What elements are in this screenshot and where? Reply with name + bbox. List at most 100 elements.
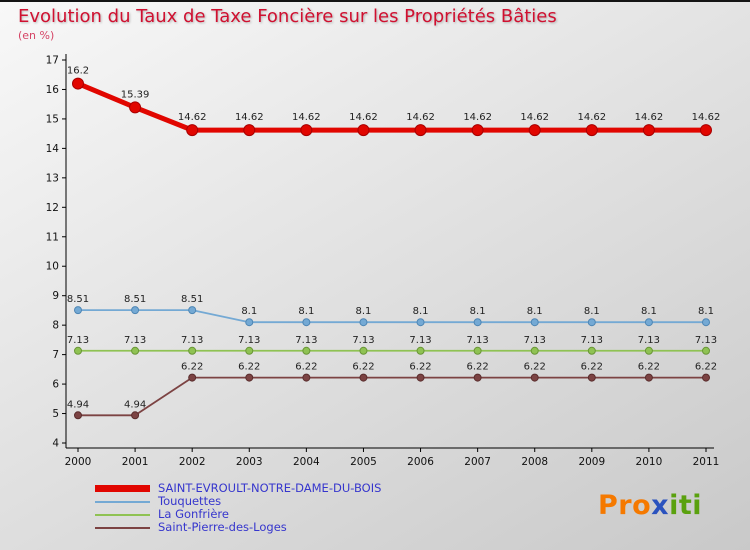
data-label-saint-evroult: 16.2 bbox=[67, 66, 89, 77]
data-label-saint-evroult: 14.62 bbox=[577, 112, 606, 123]
data-label-touquettes: 8.1 bbox=[470, 306, 486, 317]
data-point-saint-evroult bbox=[243, 124, 256, 137]
data-label-saint-pierre-des-loges: 6.22 bbox=[638, 362, 660, 373]
data-point-touquettes bbox=[702, 318, 710, 327]
data-point-la-gonfriere bbox=[473, 346, 482, 355]
data-point-saint-evroult bbox=[72, 77, 84, 90]
data-point-saint-pierre-des-loges bbox=[473, 373, 482, 382]
data-point-touquettes bbox=[245, 318, 254, 327]
data-label-la-gonfriere: 7.13 bbox=[524, 335, 546, 346]
x-tick-label: 2011 bbox=[693, 456, 720, 468]
data-label-touquettes: 8.1 bbox=[584, 306, 600, 317]
chart-subtitle: (en %) bbox=[18, 29, 55, 42]
top-edge-divider bbox=[0, 0, 750, 2]
y-tick-label: 4 bbox=[52, 438, 59, 450]
data-point-saint-evroult bbox=[300, 124, 313, 137]
data-point-saint-evroult bbox=[585, 124, 598, 137]
x-tick-label: 2006 bbox=[407, 456, 434, 468]
data-label-la-gonfriere: 7.13 bbox=[238, 335, 260, 346]
data-point-touquettes bbox=[359, 318, 368, 327]
legend-item-saint-evroult: SAINT-EVROULT-NOTRE-DAME-DU-BOIS bbox=[95, 482, 381, 494]
series-line-saint-pierre-des-loges bbox=[77, 376, 707, 417]
y-tick-label: 8 bbox=[52, 320, 59, 332]
data-label-saint-evroult: 14.62 bbox=[292, 112, 321, 123]
data-label-touquettes: 8.1 bbox=[527, 306, 543, 317]
x-tick-label: 2005 bbox=[350, 456, 377, 468]
line-chart: 4 5 6 7 8 9 10 11 12 13 14 15 16 17 2000 2001 2002 2003 20… bbox=[46, 54, 721, 468]
data-label-la-gonfriere: 7.13 bbox=[67, 335, 89, 346]
data-point-touquettes bbox=[587, 318, 596, 327]
legend-swatch-saint-evroult bbox=[95, 485, 150, 492]
y-tick-label: 7 bbox=[52, 349, 59, 361]
data-point-touquettes bbox=[188, 306, 197, 315]
chart-title: Evolution du Taux de Taxe Foncière sur l… bbox=[18, 6, 557, 27]
data-label-saint-evroult: 14.62 bbox=[349, 112, 378, 123]
data-label-touquettes: 8.51 bbox=[181, 294, 203, 305]
data-label-la-gonfriere: 7.13 bbox=[124, 335, 146, 346]
x-tick-label: 2001 bbox=[122, 456, 149, 468]
data-point-touquettes bbox=[302, 318, 311, 327]
y-tick-label: 6 bbox=[52, 379, 59, 391]
legend: SAINT-EVROULT-NOTRE-DAME-DU-BOIS Touquet… bbox=[95, 482, 381, 533]
y-tick-label: 15 bbox=[46, 113, 59, 125]
data-point-saint-evroult bbox=[129, 101, 142, 114]
x-tick-label: 2008 bbox=[521, 456, 548, 468]
data-point-saint-evroult bbox=[186, 124, 199, 137]
data-point-la-gonfriere bbox=[245, 346, 254, 355]
y-tick-label: 13 bbox=[46, 172, 59, 184]
data-point-la-gonfriere bbox=[416, 346, 425, 355]
data-point-saint-pierre-des-loges bbox=[359, 373, 368, 382]
data-label-saint-pierre-des-loges: 6.22 bbox=[695, 362, 717, 373]
x-tick-label: 2004 bbox=[293, 456, 320, 468]
data-point-touquettes bbox=[131, 306, 140, 315]
y-tick-label: 12 bbox=[46, 202, 59, 214]
data-label-la-gonfriere: 7.13 bbox=[295, 335, 317, 346]
data-point-touquettes bbox=[473, 318, 482, 327]
chart-footer: SAINT-EVROULT-NOTRE-DAME-DU-BOIS Touquet… bbox=[0, 478, 750, 550]
data-label-touquettes: 8.1 bbox=[698, 306, 714, 317]
data-label-touquettes: 8.1 bbox=[413, 306, 429, 317]
data-point-la-gonfriere bbox=[302, 346, 311, 355]
data-point-la-gonfriere bbox=[587, 346, 596, 355]
data-point-saint-pierre-des-loges bbox=[587, 373, 596, 382]
data-label-touquettes: 8.1 bbox=[241, 306, 257, 317]
data-label-saint-pierre-des-loges: 6.22 bbox=[581, 362, 603, 373]
data-label-saint-evroult: 14.62 bbox=[520, 112, 549, 123]
data-label-saint-pierre-des-loges: 6.22 bbox=[295, 362, 317, 373]
y-tick-label: 10 bbox=[46, 261, 59, 273]
data-point-la-gonfriere bbox=[702, 346, 710, 355]
data-point-saint-pierre-des-loges bbox=[74, 411, 82, 420]
logo-part-pro: Pro bbox=[598, 490, 652, 521]
data-label-saint-pierre-des-loges: 6.22 bbox=[409, 362, 431, 373]
data-point-saint-pierre-des-loges bbox=[644, 373, 653, 382]
logo-part-iti: iti bbox=[669, 490, 702, 521]
legend-item-la-gonfriere: La Gonfrière bbox=[95, 506, 381, 521]
data-point-saint-evroult bbox=[642, 124, 655, 137]
data-point-saint-evroult bbox=[528, 124, 541, 137]
series-line-saint-evroult bbox=[75, 81, 709, 133]
data-label-saint-pierre-des-loges: 6.22 bbox=[467, 362, 489, 373]
y-tick-label: 5 bbox=[52, 408, 59, 420]
legend-item-saint-pierre-des-loges: Saint-Pierre-des-Loges bbox=[95, 521, 381, 533]
y-tick-label: 14 bbox=[46, 143, 60, 155]
data-label-la-gonfriere: 7.13 bbox=[581, 335, 603, 346]
x-tick-label: 2000 bbox=[65, 456, 92, 468]
legend-item-touquettes: Touquettes bbox=[95, 495, 381, 507]
y-tick-label: 16 bbox=[46, 84, 60, 96]
data-label-touquettes: 8.1 bbox=[641, 306, 657, 317]
data-label-touquettes: 8.51 bbox=[124, 294, 146, 305]
legend-label-la-gonfriere: La Gonfrière bbox=[158, 506, 229, 521]
data-label-touquettes: 8.1 bbox=[356, 306, 372, 317]
x-tick-label: 2003 bbox=[236, 456, 263, 468]
data-label-saint-evroult: 14.62 bbox=[178, 112, 207, 123]
x-tick-label: 2002 bbox=[179, 456, 206, 468]
data-point-touquettes bbox=[74, 306, 82, 315]
data-point-la-gonfriere bbox=[131, 346, 140, 355]
data-point-saint-pierre-des-loges bbox=[530, 373, 539, 382]
data-label-la-gonfriere: 7.13 bbox=[467, 335, 489, 346]
legend-swatch-la-gonfriere bbox=[95, 513, 150, 516]
data-label-saint-evroult: 14.62 bbox=[692, 112, 721, 123]
data-label-saint-evroult: 14.62 bbox=[463, 112, 492, 123]
data-point-saint-evroult bbox=[700, 124, 712, 137]
